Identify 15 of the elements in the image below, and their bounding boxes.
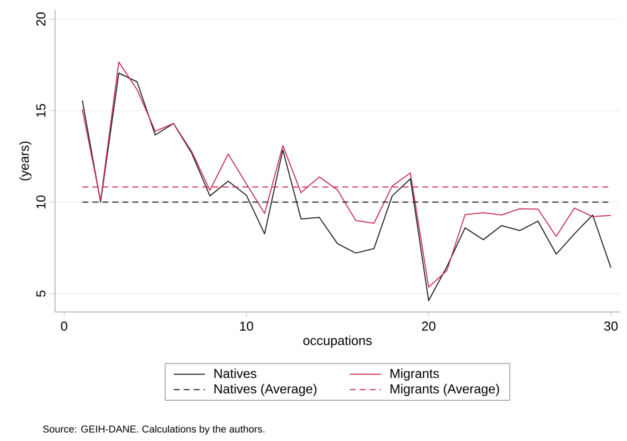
legend-label: Migrants: [390, 368, 439, 381]
y-tick-label: 15: [36, 104, 46, 117]
x-tick-label: 20: [422, 322, 436, 331]
y-tick-label: 10: [36, 195, 46, 208]
x-axis-title: occupations: [303, 336, 372, 348]
legend-label: Natives: [214, 368, 256, 378]
y-tick-label: 20: [36, 12, 46, 26]
x-tick-label: 30: [604, 322, 618, 331]
y-axis-title: (years): [19, 142, 32, 180]
legend-label: Migrants (Average): [390, 384, 500, 396]
y-tick-label: 5: [36, 290, 46, 297]
x-tick-label: 0: [61, 322, 68, 331]
legend-label: Natives (Average): [214, 384, 316, 396]
x-tick-label: 10: [240, 322, 254, 331]
source-note: Source: GEIH-DANE. Calculations by the authors.: [43, 425, 264, 435]
